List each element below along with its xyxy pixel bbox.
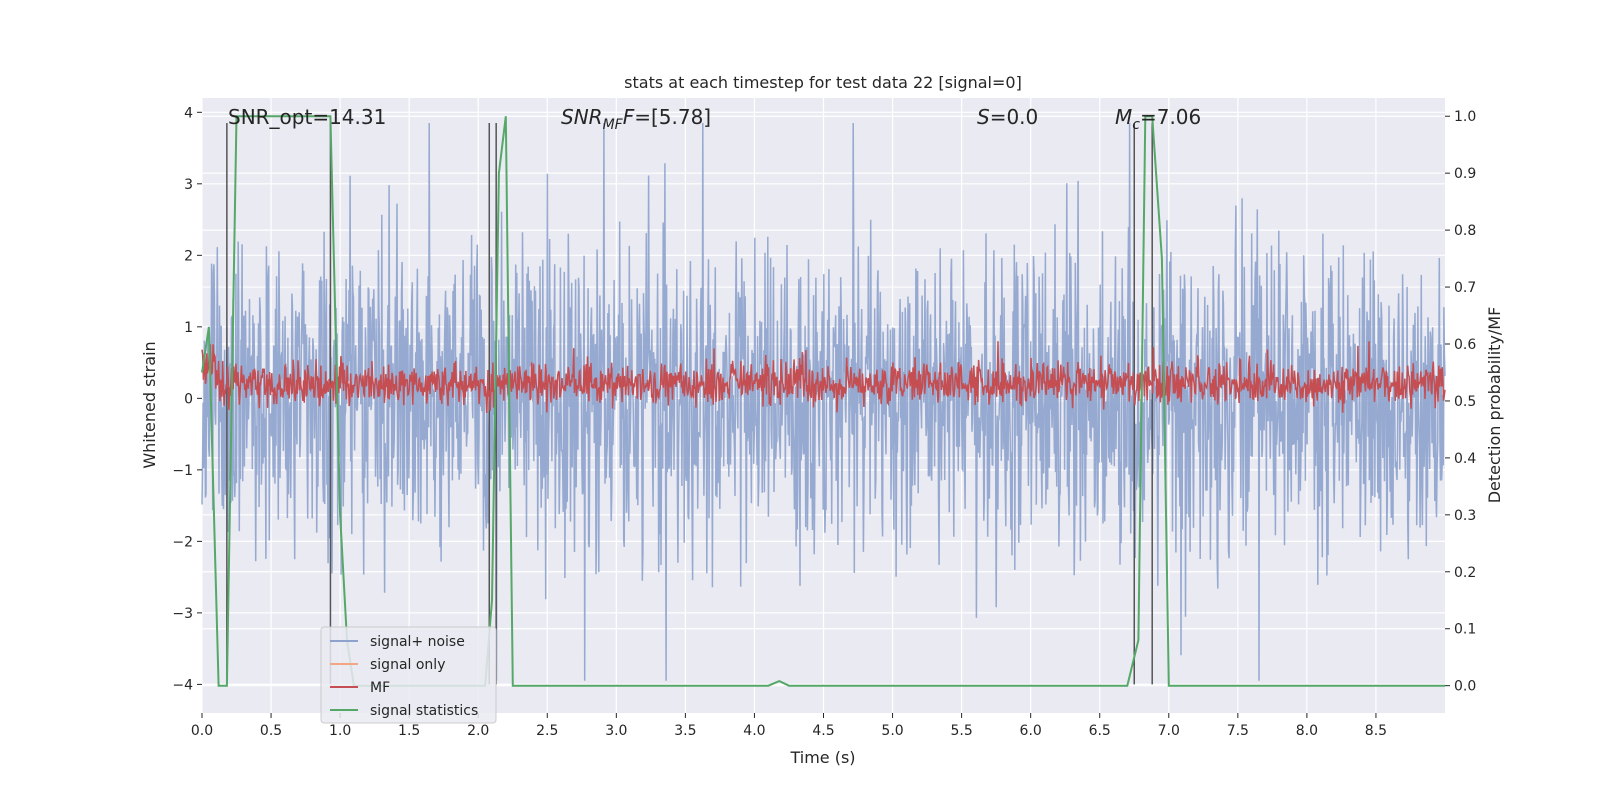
- x-tick-label-16: 8.0: [1296, 723, 1318, 739]
- x-tick-label-12: 6.0: [1020, 723, 1042, 739]
- x-tick-label-14: 7.0: [1158, 723, 1180, 739]
- mc-annotation: Mc=7.06: [1115, 105, 1201, 133]
- y-right-tick-label-6: 0.4: [1454, 451, 1476, 467]
- y-right-tick-label-4: 0.6: [1454, 337, 1476, 353]
- y-left-tick-label-0: 4: [184, 105, 193, 121]
- snr-mf-val: =[5.78]: [634, 105, 711, 129]
- mc-var: M: [1115, 105, 1132, 129]
- s-val: =0.0: [990, 105, 1039, 129]
- y-right-tick-label-8: 0.2: [1454, 565, 1476, 581]
- data-layer: [201, 115, 1446, 687]
- x-tick-label-3: 1.5: [398, 723, 420, 739]
- y-right-tick-label-5: 0.5: [1454, 394, 1476, 410]
- series-signal-noise-line: [201, 122, 1446, 681]
- legend-box: [320, 626, 497, 724]
- snr-mf-var: SNR: [561, 105, 603, 129]
- x-tick-label-4: 2.0: [467, 723, 489, 739]
- y-left-tick-label-5: −1: [172, 463, 193, 479]
- y-right-tick-label-0: 1.0: [1454, 109, 1476, 125]
- x-axis-label: Time (s): [789, 748, 855, 767]
- x-tick-label-11: 5.5: [950, 723, 972, 739]
- chart-title: stats at each timestep for test data 22 …: [624, 73, 1022, 92]
- x-tick-label-13: 6.5: [1089, 723, 1111, 739]
- s-annotation: S=0.0: [977, 105, 1038, 129]
- y-right-tick-label-3: 0.7: [1454, 280, 1476, 296]
- x-tick-label-0: 0.0: [191, 723, 213, 739]
- x-tick-label-7: 3.5: [674, 723, 696, 739]
- y-ticks-right: 1.0 0.9 0.8 0.7 0.6 0.5 0.4 0.3 0.2 0.1 0.0: [1445, 109, 1476, 695]
- s-var: S: [977, 105, 990, 129]
- x-tick-label-2: 1.0: [329, 723, 351, 739]
- y-axis-label-left: Whitened strain: [140, 341, 159, 468]
- x-tick-label-8: 4.0: [743, 723, 765, 739]
- x-tick-label-5: 2.5: [536, 723, 558, 739]
- series-signal-statistics-line: [201, 115, 1445, 687]
- legend-label-mf: MF: [370, 680, 390, 696]
- snr-mf-f: F: [623, 105, 635, 129]
- x-tick-label-15: 7.5: [1227, 723, 1249, 739]
- x-ticks: 0.0 0.5 1.0 1.5 2.0 2.5 3.0 3.5 4.0 4.5 5.0 5.5 6.0 6…: [191, 713, 1387, 739]
- x-tick-label-10: 5.0: [881, 723, 903, 739]
- y-left-tick-label-8: −4: [172, 677, 193, 693]
- y-left-tick-label-7: −3: [172, 606, 193, 622]
- snr-mf-sub: MF: [603, 117, 624, 133]
- mc-val: =7.06: [1140, 105, 1201, 129]
- legend-label-signal-noise: signal+ noise: [370, 634, 465, 650]
- y-right-tick-label-9: 0.1: [1454, 622, 1476, 638]
- series-mf-line: [201, 341, 1446, 414]
- mc-sub: c: [1132, 117, 1140, 133]
- y-left-tick-label-4: 0: [184, 391, 193, 407]
- x-tick-label-6: 3.0: [605, 723, 627, 739]
- y-right-tick-label-1: 0.9: [1454, 166, 1476, 182]
- y-right-tick-label-7: 0.3: [1454, 508, 1476, 524]
- y-right-tick-label-10: 0.0: [1454, 679, 1476, 695]
- legend-label-signal-only: signal only: [370, 657, 445, 673]
- y-left-tick-label-3: 1: [184, 320, 193, 336]
- y-left-tick-label-6: −2: [172, 534, 193, 550]
- y-right-tick-label-2: 0.8: [1454, 223, 1476, 239]
- y-ticks-left: 4 3 2 1 0 −1 −2 −3 −4: [172, 105, 202, 693]
- y-left-tick-label-2: 2: [184, 248, 193, 264]
- snr-mf-annotation: SNRMFF=[5.78]: [561, 105, 711, 133]
- legend-label-signal-statistics: signal statistics: [370, 703, 478, 719]
- y-axis-label-right: Detection probability/MF: [1485, 307, 1504, 504]
- x-tick-label-1: 0.5: [260, 723, 282, 739]
- x-tick-label-17: 8.5: [1365, 723, 1387, 739]
- x-tick-label-9: 4.5: [812, 723, 834, 739]
- legend: signal+ noise signal only MF signal stat…: [320, 626, 497, 724]
- snr-opt-annotation: SNR_opt=14.31: [228, 105, 386, 129]
- y-left-tick-label-1: 3: [184, 177, 193, 193]
